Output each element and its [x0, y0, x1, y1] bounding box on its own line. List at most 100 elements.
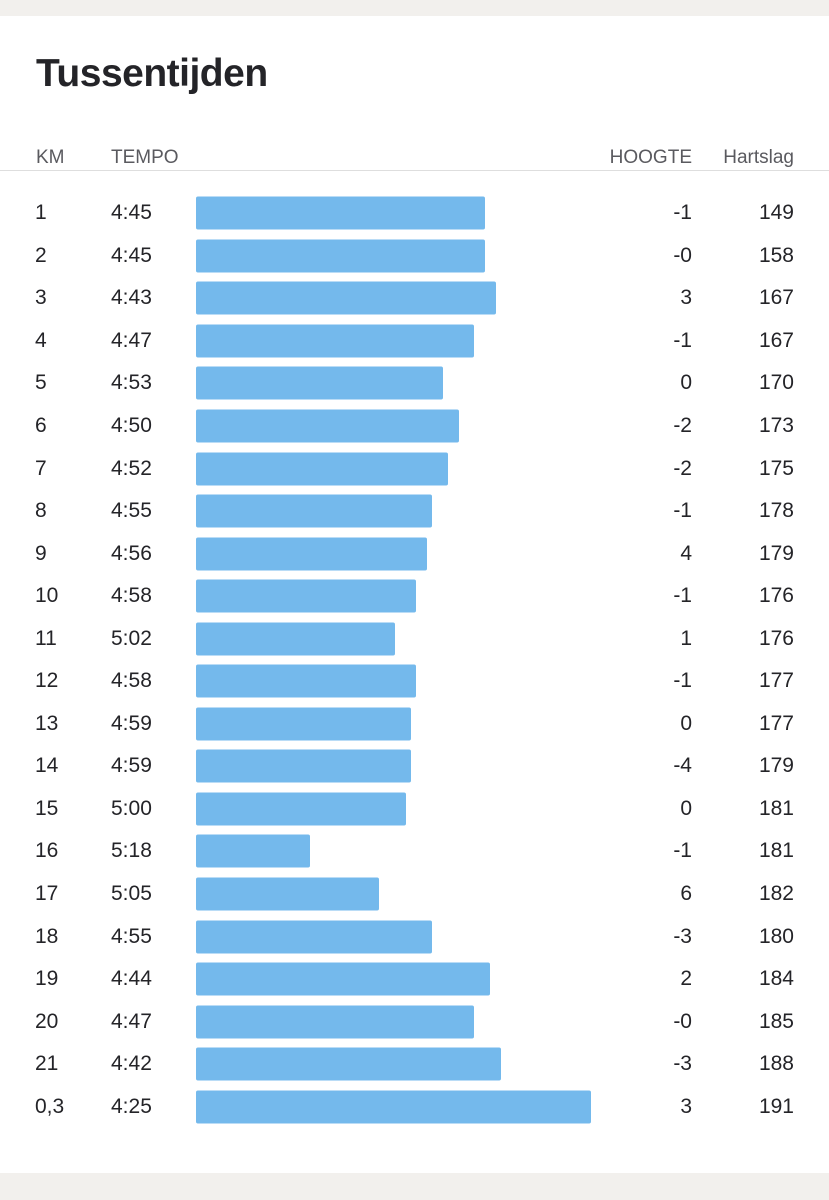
split-hartslag: 191: [758, 1094, 794, 1118]
split-hartslag: 179: [758, 541, 794, 565]
split-km: 14: [35, 754, 59, 778]
split-hoogte: -1: [673, 201, 692, 225]
split-km: 21: [35, 1052, 59, 1076]
pace-bar: [196, 281, 496, 315]
split-hartslag: 173: [758, 414, 794, 437]
split-row: 20 4:47 -0 185: [0, 1000, 829, 1043]
split-row: 15 5:00 0 181: [0, 788, 829, 831]
split-hartslag: 185: [758, 1009, 794, 1033]
split-row: 21 4:42 -3 188: [0, 1043, 829, 1086]
split-tempo: 5:18: [111, 839, 152, 863]
split-hartslag: 167: [758, 286, 794, 310]
split-hartslag: 181: [758, 796, 794, 820]
split-tempo: 4:55: [111, 924, 152, 948]
split-km: 6: [35, 414, 47, 437]
split-tempo: 4:52: [111, 456, 152, 480]
split-km: 4: [35, 328, 47, 352]
pace-bar: [196, 707, 411, 741]
split-tempo: 4:47: [111, 1009, 152, 1033]
split-km: 16: [35, 839, 59, 863]
split-tempo: 4:50: [111, 414, 152, 437]
split-km: 1: [35, 201, 47, 225]
split-km: 7: [35, 456, 47, 480]
pace-bar: [196, 834, 311, 868]
split-hartslag: 176: [758, 584, 794, 608]
page-title: Tussentijden: [36, 52, 268, 95]
pace-bar: [196, 622, 395, 656]
split-tempo: 4:44: [111, 967, 152, 991]
split-hoogte: -0: [673, 243, 692, 267]
pace-bar: [196, 664, 417, 698]
split-row: 13 4:59 0 177: [0, 703, 829, 746]
split-hartslag: 179: [758, 754, 794, 778]
split-hartslag: 167: [758, 328, 794, 352]
pace-bar: [196, 749, 411, 783]
pace-bar: [196, 239, 485, 273]
pace-bar: [196, 452, 448, 486]
split-row: 16 5:18 -1 181: [0, 830, 829, 873]
split-row: 7 4:52 -2 175: [0, 447, 829, 490]
split-hartslag: 188: [758, 1052, 794, 1076]
split-km: 17: [35, 882, 59, 906]
split-hoogte: 0: [680, 796, 692, 820]
split-row: 18 4:55 -3 180: [0, 915, 829, 958]
split-row: 4 4:47 -1 167: [0, 320, 829, 363]
split-tempo: 4:58: [111, 584, 152, 608]
split-row: 5 4:53 0 170: [0, 362, 829, 405]
split-hoogte: 3: [680, 1094, 692, 1118]
split-row: 3 4:43 3 167: [0, 277, 829, 320]
split-hoogte: -1: [673, 669, 692, 693]
split-hoogte: -4: [673, 754, 692, 778]
split-row: 1 4:45 -1 149: [0, 192, 829, 235]
split-hoogte: -1: [673, 584, 692, 608]
split-row: 10 4:58 -1 176: [0, 575, 829, 618]
split-hoogte: 0: [680, 371, 692, 395]
split-hartslag: 175: [758, 456, 794, 480]
split-tempo: 4:55: [111, 499, 152, 523]
split-hartslag: 182: [758, 882, 794, 906]
split-km: 2: [35, 243, 47, 267]
split-hoogte: -1: [673, 839, 692, 863]
split-km: 10: [35, 584, 59, 608]
split-tempo: 4:42: [111, 1052, 152, 1076]
split-row: 11 5:02 1 176: [0, 617, 829, 660]
split-hartslag: 184: [758, 967, 794, 991]
split-hartslag: 181: [758, 839, 794, 863]
pace-bar: [196, 1005, 475, 1039]
split-hartslag: 158: [758, 243, 794, 267]
split-row: 9 4:56 4 179: [0, 532, 829, 575]
split-row: 19 4:44 2 184: [0, 958, 829, 1001]
split-tempo: 4:59: [111, 754, 152, 778]
pace-bar: [196, 792, 406, 826]
split-hartslag: 180: [758, 924, 794, 948]
split-hoogte: 6: [680, 882, 692, 906]
column-header-hoogte: HOOGTE: [609, 147, 692, 168]
split-km: 18: [35, 924, 59, 948]
split-km: 0,3: [35, 1094, 65, 1118]
split-hoogte: -3: [673, 924, 692, 948]
split-hoogte: 2: [680, 967, 692, 991]
split-hoogte: 1: [680, 626, 692, 650]
split-hartslag: 178: [758, 499, 794, 523]
split-row: 2 4:45 -0 158: [0, 235, 829, 278]
split-row: 12 4:58 -1 177: [0, 660, 829, 703]
split-hoogte: 4: [680, 541, 692, 565]
split-tempo: 4:25: [111, 1094, 152, 1118]
split-km: 13: [35, 711, 59, 735]
split-hoogte: -1: [673, 499, 692, 523]
pace-bar: [196, 537, 427, 571]
split-row: 8 4:55 -1 178: [0, 490, 829, 533]
split-km: 11: [35, 626, 57, 650]
split-row: 17 5:05 6 182: [0, 873, 829, 916]
pace-bar: [196, 962, 491, 996]
column-header-tempo: TEMPO: [111, 147, 179, 168]
split-tempo: 4:58: [111, 669, 152, 693]
split-hoogte: -2: [673, 414, 692, 437]
split-km: 8: [35, 499, 47, 523]
column-header-km: KM: [36, 147, 65, 168]
split-hoogte: -3: [673, 1052, 692, 1076]
split-km: 20: [35, 1009, 59, 1033]
pace-bar: [196, 877, 379, 911]
split-hartslag: 177: [758, 711, 794, 735]
